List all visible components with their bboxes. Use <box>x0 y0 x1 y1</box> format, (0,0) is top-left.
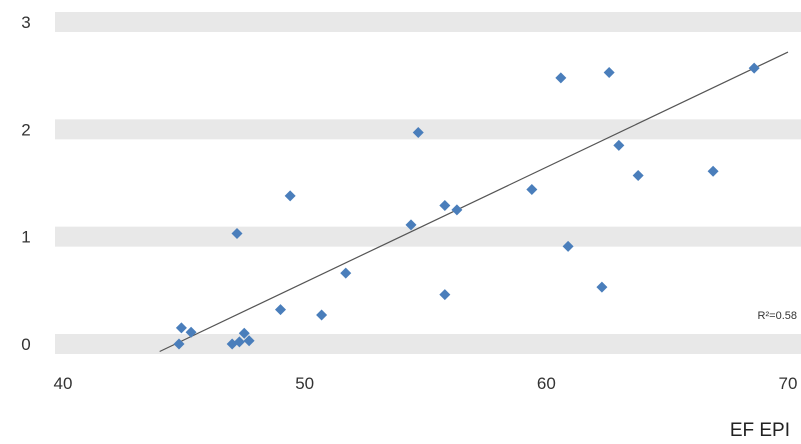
data-point-7 <box>243 335 255 347</box>
data-point-11 <box>316 309 328 321</box>
grid-band-1 <box>55 226 801 247</box>
x-tick-label-50: 50 <box>295 374 314 393</box>
data-point-2 <box>173 338 185 350</box>
data-point-26 <box>748 62 760 74</box>
data-point-9 <box>275 304 286 316</box>
data-point-22 <box>613 139 625 151</box>
data-point-23 <box>596 281 608 293</box>
trendline <box>159 51 789 353</box>
data-point-17 <box>439 289 451 301</box>
data-point-18 <box>526 183 538 195</box>
data-point-1 <box>175 322 187 334</box>
data-point-6 <box>238 327 250 339</box>
y-tick-label-0: 0 <box>21 335 30 354</box>
x-tick-label-40: 40 <box>54 374 73 393</box>
data-point-8 <box>231 227 243 239</box>
data-point-5 <box>233 336 245 348</box>
data-point-10 <box>284 190 296 202</box>
grid-band-2 <box>55 119 801 140</box>
trendline-group <box>159 51 789 353</box>
x-axis-tick-labels: 40 50 60 70 <box>54 374 798 393</box>
data-point-15 <box>439 200 451 212</box>
x-tick-label-70: 70 <box>779 374 798 393</box>
data-point-25 <box>707 165 719 177</box>
data-point-13 <box>405 219 417 231</box>
y-tick-label-2: 2 <box>21 120 30 139</box>
y-tick-label-3: 3 <box>21 13 30 32</box>
x-axis-title: EF EPI <box>730 420 790 441</box>
grid-band-3 <box>55 12 801 32</box>
r-squared-annotation: R²=0.58 <box>758 310 797 322</box>
data-point-19 <box>555 72 567 84</box>
data-points <box>173 62 760 350</box>
data-point-12 <box>340 267 352 279</box>
data-point-21 <box>603 66 615 78</box>
data-point-14 <box>412 127 424 139</box>
data-point-24 <box>632 169 644 181</box>
data-point-20 <box>562 240 574 252</box>
y-tick-label-1: 1 <box>21 228 30 247</box>
data-point-3 <box>185 326 197 338</box>
grid-bands <box>55 12 801 354</box>
x-tick-label-60: 60 <box>537 374 556 393</box>
data-point-16 <box>451 204 463 216</box>
y-axis-tick-labels: 0 1 2 3 <box>21 13 30 354</box>
grid-band-0 <box>55 334 801 354</box>
